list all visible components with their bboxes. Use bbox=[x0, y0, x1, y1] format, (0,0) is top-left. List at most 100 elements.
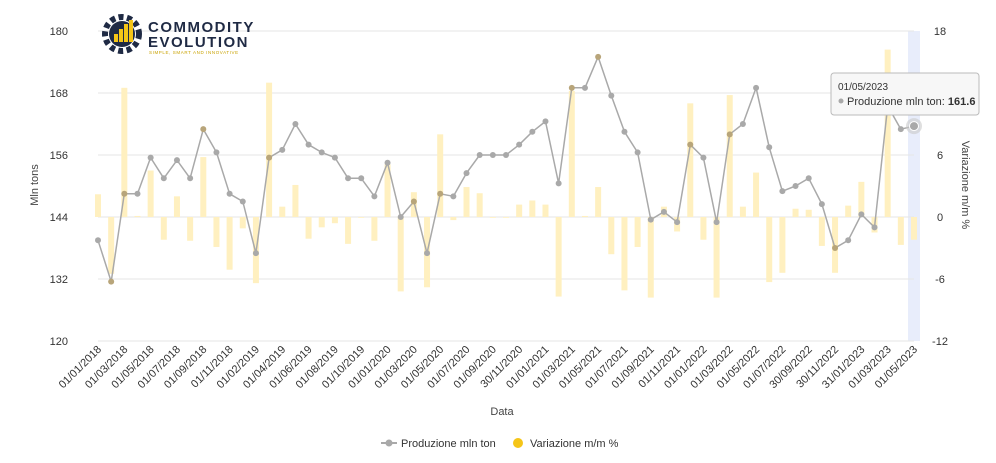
bar bbox=[621, 217, 628, 291]
point-active bbox=[909, 121, 919, 132]
x-axis-title: Data bbox=[490, 406, 514, 418]
point bbox=[871, 224, 878, 231]
y-tick-label: 144 bbox=[50, 212, 68, 224]
point bbox=[595, 53, 602, 60]
bar bbox=[687, 103, 694, 217]
legend-label-variazione: Variazione m/m % bbox=[530, 438, 619, 450]
bar bbox=[305, 217, 312, 239]
bar bbox=[845, 205, 852, 217]
bar bbox=[95, 194, 101, 217]
legend-item-variazione[interactable]: Variazione m/m % bbox=[513, 438, 619, 450]
point bbox=[753, 84, 760, 91]
line-series-produzione bbox=[97, 56, 915, 283]
point bbox=[292, 121, 299, 127]
point bbox=[213, 149, 220, 156]
point bbox=[687, 141, 694, 148]
tooltip-date: 01/05/2023 bbox=[838, 82, 888, 93]
logo-line2: EVOLUTION bbox=[148, 34, 249, 51]
point bbox=[252, 250, 259, 257]
bar bbox=[700, 217, 707, 240]
bar bbox=[200, 157, 207, 217]
bar bbox=[318, 217, 325, 228]
point bbox=[792, 183, 799, 189]
bar bbox=[450, 217, 457, 221]
y-tick-label: 168 bbox=[50, 88, 68, 100]
point bbox=[858, 211, 865, 218]
bar bbox=[476, 193, 483, 217]
bar bbox=[647, 217, 654, 298]
bar bbox=[173, 196, 180, 217]
legend-marker-produzione bbox=[385, 439, 393, 447]
bar bbox=[345, 217, 352, 244]
point bbox=[647, 216, 654, 223]
y-tick-label: 120 bbox=[50, 336, 68, 348]
point bbox=[318, 149, 325, 156]
bar bbox=[726, 95, 733, 217]
bar bbox=[266, 82, 273, 218]
y-tick-label: 156 bbox=[50, 150, 68, 162]
bar bbox=[489, 217, 496, 218]
bar bbox=[911, 217, 917, 240]
logo: COMMODITY EVOLUTION SIMPLE, SMART AND IN… bbox=[102, 14, 253, 55]
point bbox=[726, 131, 733, 138]
y2-tick-label: 0 bbox=[937, 212, 943, 224]
legend-item-produzione[interactable]: Produzione mln ton bbox=[381, 438, 496, 450]
point bbox=[397, 214, 404, 220]
bar bbox=[568, 90, 575, 217]
bar bbox=[463, 187, 470, 217]
tooltip-series-line: Produzione mln ton: 161.6 bbox=[847, 96, 975, 108]
bar bbox=[121, 87, 128, 217]
point bbox=[766, 144, 773, 151]
bar bbox=[608, 217, 615, 255]
point bbox=[805, 175, 812, 182]
point bbox=[200, 126, 207, 133]
point bbox=[95, 237, 101, 244]
point bbox=[529, 128, 536, 135]
point bbox=[845, 237, 852, 244]
bar bbox=[371, 217, 378, 241]
point bbox=[489, 152, 496, 158]
bar-series-variazione bbox=[95, 49, 917, 298]
point bbox=[305, 141, 312, 148]
bar bbox=[239, 217, 246, 229]
point bbox=[331, 154, 338, 161]
point bbox=[266, 154, 273, 161]
point bbox=[173, 157, 180, 164]
tooltip-value: 161.6 bbox=[948, 96, 976, 108]
point bbox=[121, 190, 128, 197]
bar bbox=[384, 164, 391, 217]
point bbox=[503, 152, 509, 158]
bar bbox=[134, 215, 141, 217]
point bbox=[134, 190, 141, 197]
point bbox=[779, 188, 786, 195]
bar bbox=[279, 206, 286, 217]
bar bbox=[108, 217, 115, 274]
bar bbox=[634, 217, 641, 247]
bar bbox=[529, 200, 536, 217]
point bbox=[239, 198, 246, 205]
bar bbox=[358, 217, 365, 218]
point bbox=[476, 152, 483, 158]
y-axis-left-title: Mln tons bbox=[29, 164, 41, 206]
point bbox=[897, 126, 904, 133]
legend-label-produzione: Produzione mln ton bbox=[401, 438, 496, 450]
bar bbox=[897, 217, 904, 245]
logo-tagline: SIMPLE, SMART AND INNOVATIVE bbox=[149, 50, 239, 55]
y2-tick-label: 6 bbox=[937, 150, 943, 162]
legend-marker-variazione bbox=[513, 438, 523, 448]
bar bbox=[739, 206, 746, 217]
bar bbox=[331, 217, 338, 224]
point bbox=[674, 219, 681, 226]
bar bbox=[555, 217, 562, 297]
point bbox=[345, 175, 352, 182]
y-axis-left-ticks: 120 132 144 156 168 180 bbox=[50, 26, 68, 348]
series-line bbox=[97, 56, 915, 283]
bar bbox=[213, 217, 220, 247]
point bbox=[424, 250, 431, 257]
bar bbox=[410, 192, 417, 217]
y2-tick-label: 18 bbox=[934, 26, 946, 38]
point bbox=[384, 159, 391, 166]
point bbox=[463, 170, 470, 177]
